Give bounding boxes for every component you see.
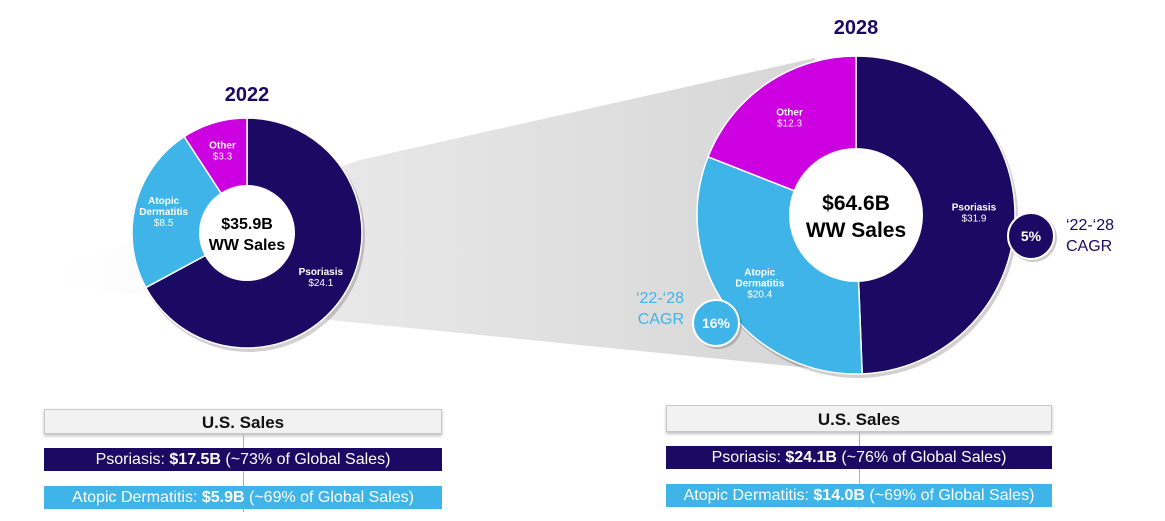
cagr-label: ‘22-‘28 CAGR	[636, 290, 684, 328]
center-caption: WW Sales	[806, 219, 906, 242]
slice-name: Psoriasis	[952, 203, 997, 214]
us-sales-box-2028: U.S. Sales Psoriasis: $24.1B (~76% of Gl…	[666, 405, 1052, 508]
slice-value: $31.9	[961, 214, 986, 225]
center-total: $64.6B	[822, 192, 890, 215]
row-value: $5.9B	[201, 489, 245, 506]
row-prefix: Atopic Dermatitis:	[72, 489, 202, 506]
cagr-label-line: CAGR	[638, 311, 684, 328]
slice-name: Psoriasis	[299, 267, 344, 278]
us-sales-row-atopic-dermatitis: Atopic Dermatitis: $14.0B (~69% of Globa…	[666, 484, 1052, 507]
slice-value: $3.3	[213, 151, 233, 162]
slice-value: $20.4	[747, 290, 772, 301]
slice-value: $12.3	[777, 118, 802, 129]
row-suffix: (~69% of Global Sales)	[864, 487, 1035, 504]
cagr-badge-atopic-dermatitis	[692, 299, 740, 347]
row-suffix: (~69% of Global Sales)	[244, 489, 414, 506]
slice-label-atopic-dermatitis: Atopic Dermatitis $20.4	[735, 268, 784, 301]
slice-label-other: Other $12.3	[776, 107, 803, 129]
row-prefix: Psoriasis:	[711, 449, 786, 466]
chart-title: 2028	[834, 17, 879, 39]
us-sales-header: U.S. Sales	[666, 405, 1052, 432]
pie-center-hole	[789, 148, 923, 282]
slice-name: Atopic	[148, 196, 180, 207]
slice-name: Other	[776, 107, 803, 118]
us-sales-row-psoriasis: Psoriasis: $24.1B (~76% of Global Sales)	[666, 446, 1052, 469]
cagr-badge-psoriasis	[1007, 212, 1055, 260]
connector-line	[243, 434, 244, 512]
us-sales-row-psoriasis: Psoriasis: $17.5B (~73% of Global Sales)	[44, 448, 442, 471]
pie-center-hole	[199, 185, 295, 281]
us-sales-box-2022: U.S. Sales Psoriasis: $17.5B (~73% of Gl…	[44, 409, 442, 512]
cagr-label-line: ‘22-‘28	[636, 290, 684, 307]
center-caption: WW Sales	[209, 237, 286, 254]
pie-slice-psoriasis	[855, 55, 1016, 375]
pie-2028: Psoriasis $31.9 Atopic Dermatitis $20.4 Other…	[696, 17, 1018, 378]
cagr-label-line: ‘22-‘28	[1066, 217, 1114, 234]
us-sales-row-atopic-dermatitis: Atopic Dermatitis: $5.9B (~69% of Global…	[44, 486, 442, 509]
cagr-value: 5%	[1021, 228, 1042, 244]
connector-line	[859, 432, 860, 508]
row-value: $14.0B	[813, 487, 865, 504]
center-total: $35.9B	[221, 216, 273, 233]
slice-label-psoriasis: Psoriasis $24.1	[299, 267, 344, 289]
row-suffix: (~76% of Global Sales)	[836, 449, 1007, 466]
slice-name: Dermatitis	[735, 279, 784, 290]
slice-name: Dermatitis	[139, 207, 188, 218]
row-value: $24.1B	[785, 449, 837, 466]
cagr-badges: 5% ‘22-‘28 CAGR 16% ‘22-‘28 CAGR	[636, 212, 1114, 349]
us-sales-header: U.S. Sales	[44, 409, 442, 434]
slice-value: $8.5	[154, 218, 174, 229]
row-prefix: Atopic Dermatitis:	[683, 487, 814, 504]
slice-value: $24.1	[308, 278, 333, 289]
slice-label-atopic-dermatitis: Atopic Dermatitis $8.5	[139, 196, 188, 229]
row-value: $17.5B	[169, 451, 221, 468]
cagr-label-line: CAGR	[1066, 238, 1112, 255]
slice-label-psoriasis: Psoriasis $31.9	[952, 203, 997, 225]
chart-title: 2022	[225, 84, 270, 106]
cagr-label: ‘22-‘28 CAGR	[1066, 217, 1114, 255]
slice-label-other: Other $3.3	[209, 140, 236, 162]
row-suffix: (~73% of Global Sales)	[220, 451, 391, 468]
cagr-value: 16%	[702, 315, 731, 331]
row-prefix: Psoriasis:	[95, 451, 170, 468]
slice-name: Atopic	[744, 268, 776, 279]
pie-slice-atopic-dermatitis	[131, 135, 249, 289]
slice-name: Other	[209, 140, 236, 151]
